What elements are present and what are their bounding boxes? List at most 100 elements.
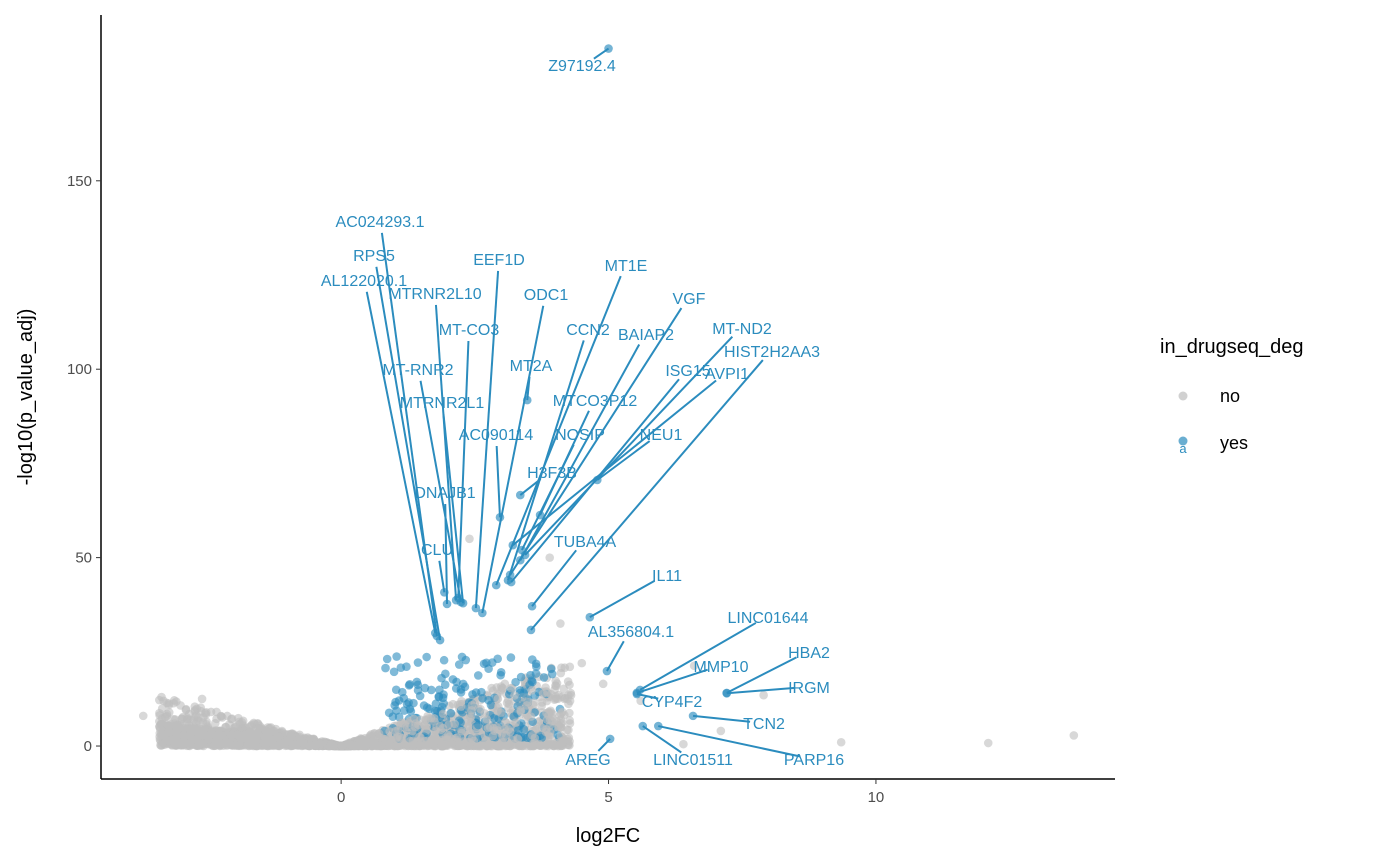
point-no xyxy=(226,730,236,740)
point-yes xyxy=(435,635,445,645)
point-no xyxy=(326,740,336,750)
gene-label: MT-ND2 xyxy=(712,321,772,338)
point-no xyxy=(282,737,291,747)
point-no xyxy=(529,698,539,707)
y-tick-label: 0 xyxy=(84,738,92,755)
legend-label-no: no xyxy=(1220,386,1240,406)
point-no xyxy=(222,711,232,721)
point-yes xyxy=(439,655,449,665)
point-no xyxy=(215,729,224,739)
point-no xyxy=(515,741,524,751)
gene-label: H3F3B xyxy=(527,465,577,482)
point-no xyxy=(504,703,513,713)
gene-label: AC090114 xyxy=(459,427,534,444)
point-yes xyxy=(406,707,416,716)
point-no xyxy=(225,740,235,750)
point-yes xyxy=(420,683,430,693)
point-no xyxy=(483,741,493,751)
point-yes xyxy=(456,688,466,697)
gene-labels: Z97192.4AC024293.1RPS5AL122020.1MTRNR2L1… xyxy=(321,58,844,769)
point-no xyxy=(164,736,174,745)
label-segments xyxy=(365,47,801,758)
point-no xyxy=(679,739,688,749)
point-no xyxy=(138,711,148,721)
point-yes xyxy=(516,672,526,682)
point-no xyxy=(526,712,536,721)
point-yes xyxy=(514,725,523,735)
point-yes xyxy=(528,655,537,664)
point-no xyxy=(689,661,699,671)
point-yes xyxy=(473,671,483,680)
label-segment xyxy=(596,440,651,481)
label-segment xyxy=(597,738,611,752)
point-no xyxy=(410,722,420,732)
label-segment xyxy=(444,503,449,604)
label-segment xyxy=(726,686,796,695)
point-no xyxy=(438,709,448,719)
point-no xyxy=(350,741,360,751)
x-axis-title: log2FC xyxy=(576,825,640,847)
legend-title: in_drugseq_deg xyxy=(1160,336,1303,358)
point-yes xyxy=(402,662,411,671)
point-yes xyxy=(391,685,401,695)
point-no xyxy=(179,731,188,740)
legend-key-yes xyxy=(1178,436,1188,446)
point-no xyxy=(1069,731,1079,740)
label-segment xyxy=(512,379,717,546)
point-yes xyxy=(437,702,447,712)
gene-label: TCN2 xyxy=(743,716,785,733)
point-no xyxy=(185,738,194,748)
point-no xyxy=(469,736,479,746)
label-segment xyxy=(636,668,708,694)
x-tick-label: 10 xyxy=(868,789,885,806)
point-yes xyxy=(473,720,483,730)
label-segment xyxy=(495,445,501,518)
gene-label: HBA2 xyxy=(788,645,830,662)
point-no xyxy=(240,731,249,741)
point-yes xyxy=(425,704,434,714)
label-segment xyxy=(606,640,625,672)
gene-label: Z97192.4 xyxy=(548,58,616,75)
point-no xyxy=(538,689,548,698)
background-points xyxy=(138,534,1079,751)
point-no xyxy=(556,731,566,741)
point-no xyxy=(493,694,503,704)
label-segment xyxy=(509,307,683,576)
gene-label: IL11 xyxy=(652,568,682,585)
gene-label: EEF1D xyxy=(473,252,525,269)
gene-label: TUBA4A xyxy=(554,534,617,551)
y-tick-label: 50 xyxy=(75,550,92,567)
legend-label-yes: yes xyxy=(1220,433,1248,453)
label-segment xyxy=(658,725,801,758)
label-segment xyxy=(530,359,764,631)
y-tick-label: 100 xyxy=(67,361,92,378)
point-no xyxy=(164,699,174,708)
gene-label: MTCO3P12 xyxy=(553,393,638,410)
point-no xyxy=(162,711,172,721)
point-yes xyxy=(461,655,471,665)
point-yes xyxy=(382,654,392,664)
point-no xyxy=(543,741,553,751)
point-yes xyxy=(454,660,464,669)
label-segment xyxy=(510,378,680,583)
gene-label: VGF xyxy=(673,291,706,308)
point-yes xyxy=(413,680,423,690)
point-no xyxy=(172,734,181,743)
point-no xyxy=(500,724,509,734)
label-segment xyxy=(419,380,462,603)
point-no xyxy=(513,734,523,744)
point-no xyxy=(528,741,537,751)
point-no xyxy=(577,658,587,668)
point-yes xyxy=(437,673,446,683)
gene-label: LINC01511 xyxy=(653,752,733,769)
point-no xyxy=(545,553,555,562)
gene-label: MT1E xyxy=(605,258,648,275)
gene-label: DNAJB1 xyxy=(414,485,475,502)
point-no xyxy=(424,714,433,723)
point-no xyxy=(311,740,321,750)
label-segment xyxy=(642,725,682,754)
gene-label: MTRNR2L1 xyxy=(400,395,485,412)
point-no xyxy=(506,683,516,693)
point-no xyxy=(221,722,230,732)
point-yes xyxy=(384,708,394,718)
